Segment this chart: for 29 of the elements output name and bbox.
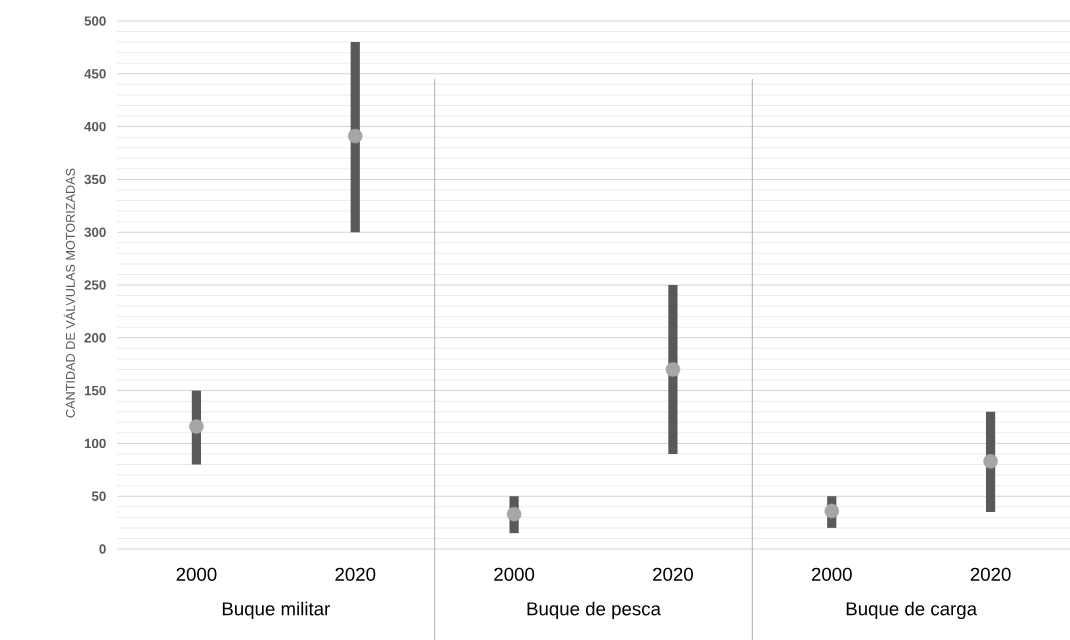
y-tick-label: 0	[99, 544, 106, 554]
x-tick-label: 2020	[970, 567, 1011, 581]
y-tick-label: 100	[84, 438, 106, 449]
x-tick-label: 2020	[653, 567, 693, 581]
x-tick-label: 2000	[176, 567, 217, 581]
point	[824, 503, 840, 519]
point	[665, 362, 681, 377]
text: Buque de carga	[846, 601, 978, 620]
text: Buque de pesca	[527, 601, 661, 620]
y-tick-label: 500	[84, 16, 106, 26]
point	[347, 128, 363, 144]
y-axis-title: CANTIDAD DE VÁLVULAS MOTORIZADAS	[63, 168, 75, 418]
y-tick-label: 50	[91, 491, 106, 501]
y-tick-label: 300	[84, 227, 106, 237]
y-tick-label: 150	[84, 385, 106, 396]
point	[983, 454, 998, 469]
bar	[350, 42, 360, 233]
x-tick-label: 2020	[335, 567, 376, 581]
text: Buque militar	[222, 601, 330, 620]
point	[189, 419, 204, 434]
y-tick-label: 400	[84, 121, 106, 132]
y-tick-label: 450	[84, 69, 106, 79]
y-tick-label: 350	[84, 174, 106, 185]
y-tick-label: 200	[84, 333, 106, 343]
point	[506, 506, 522, 522]
y-tick-label: 250	[84, 280, 106, 290]
bar	[668, 285, 678, 454]
x-tick-label: 2000	[811, 567, 852, 581]
x-tick-label: 2000	[494, 567, 535, 581]
